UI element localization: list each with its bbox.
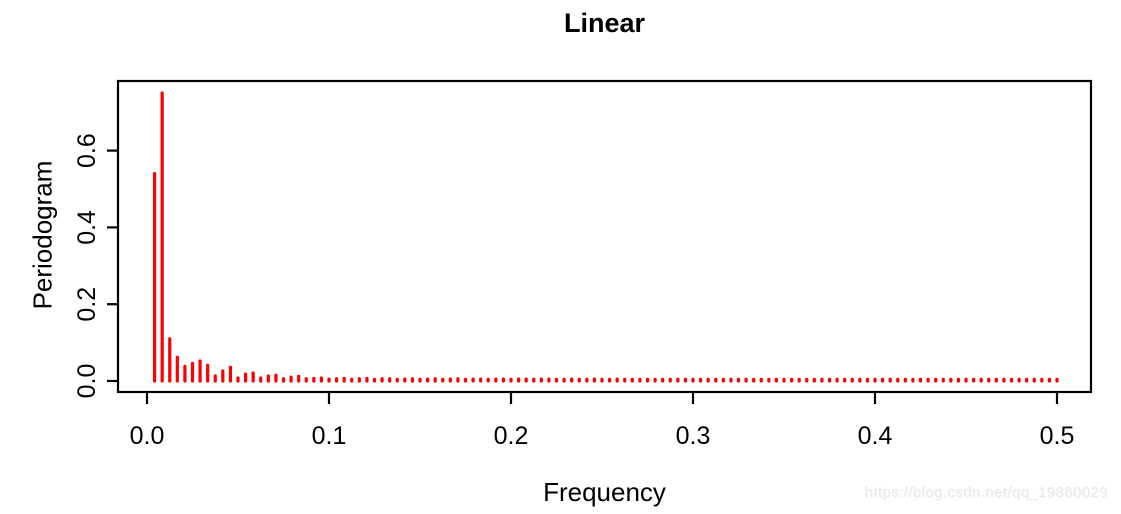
x-tick-label: 0.3: [676, 422, 711, 450]
y-tick-label: 0.0: [73, 364, 101, 399]
x-tick-label: 0.4: [858, 422, 893, 450]
y-tick-label: 0.2: [73, 287, 101, 322]
y-tick-label: 0.4: [73, 210, 101, 245]
y-tick-label: 0.6: [73, 133, 101, 168]
x-axis-label: Frequency: [543, 477, 666, 507]
plot-box: [116, 79, 1093, 394]
chart-title: Linear: [563, 8, 646, 38]
periodogram-bars: [152, 91, 1059, 383]
x-tick-label: 0.5: [1040, 422, 1075, 450]
x-tick-label: 0.1: [312, 422, 347, 450]
x-tick-label: 0.0: [130, 422, 165, 450]
x-tick-label: 0.2: [494, 422, 529, 450]
watermark-text: https://blog.csdn.net/qq_19860029: [864, 484, 1108, 501]
y-axis-label: Periodogram: [27, 160, 58, 310]
